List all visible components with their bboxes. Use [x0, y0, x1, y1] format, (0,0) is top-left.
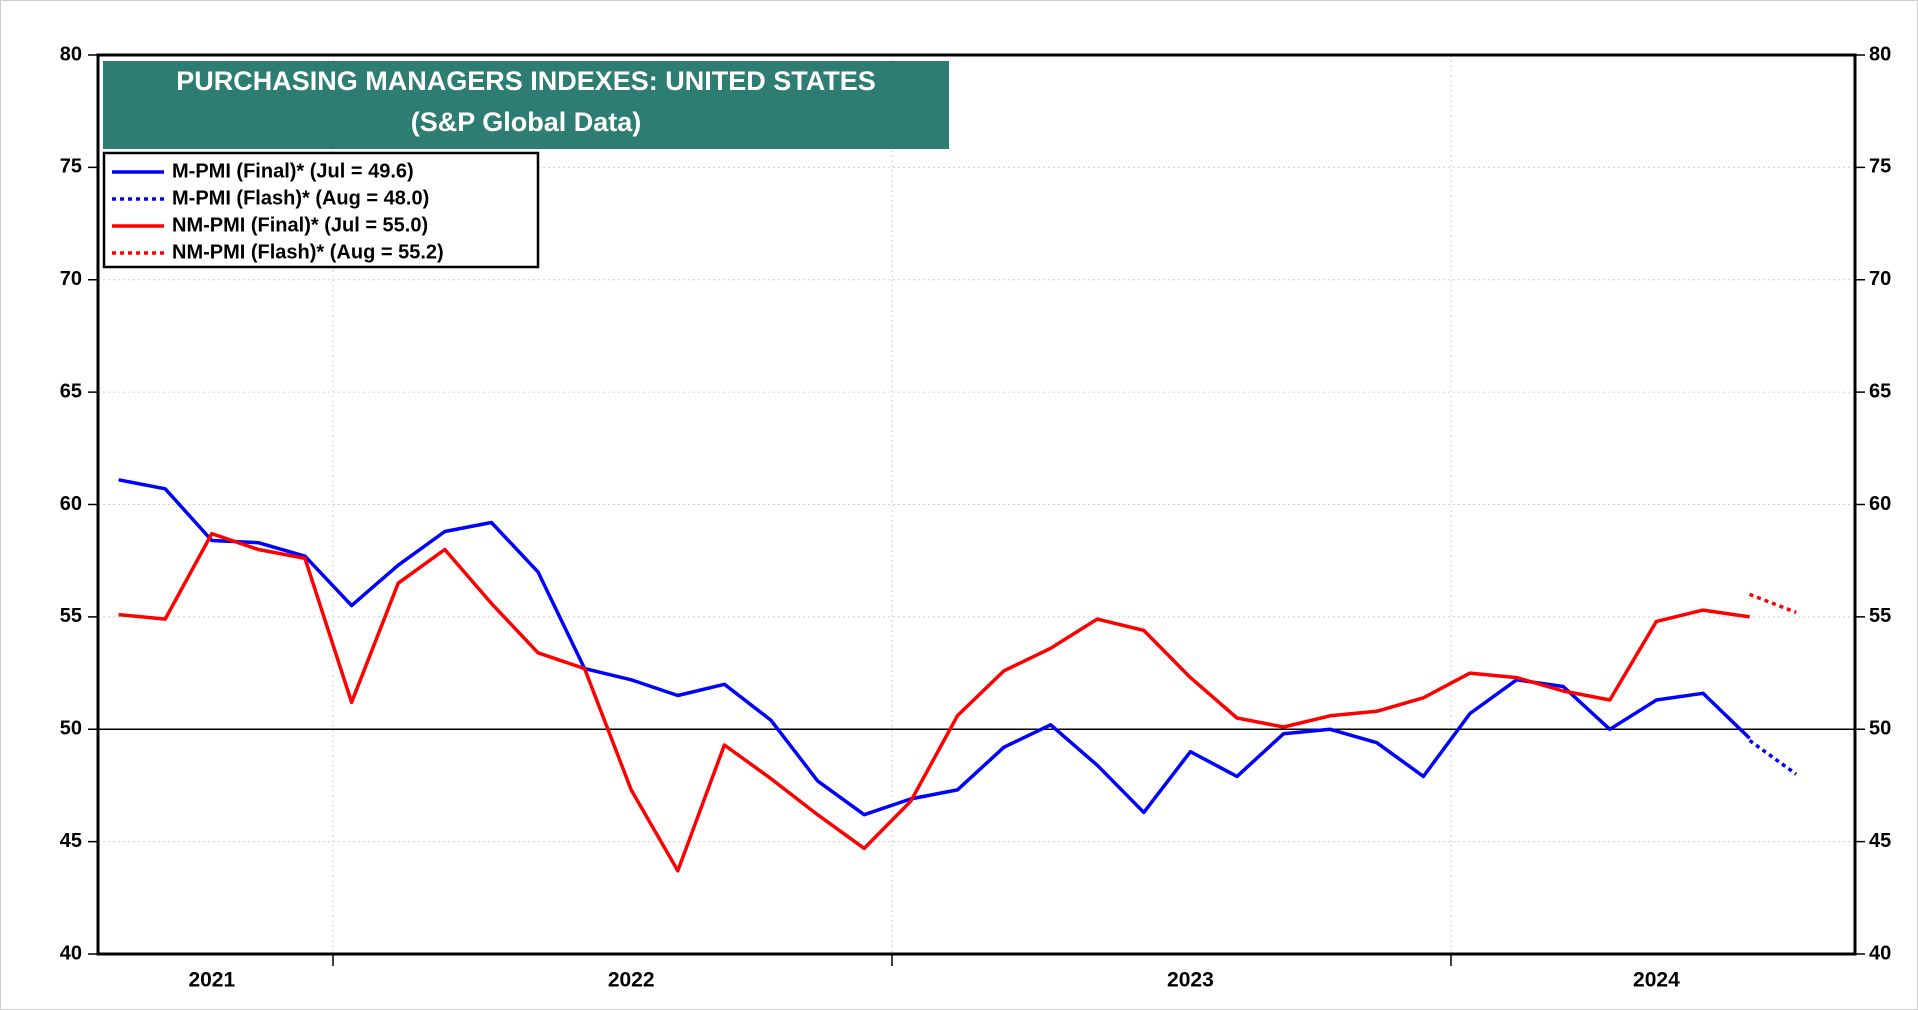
title-box: [103, 61, 949, 149]
y2-tick-label: 50: [1869, 718, 1891, 740]
y-tick-label: 50: [60, 718, 82, 740]
series-line: [118, 531, 1750, 873]
chart-subtitle: (S&P Global Data): [411, 107, 642, 137]
legend-label: NM-PMI (Flash)* (Aug = 55.2): [172, 241, 444, 263]
y2-tick-label: 80: [1869, 43, 1891, 65]
x-year-ticks: [332, 954, 1452, 966]
y-tick-label: 75: [60, 156, 82, 178]
legend-box: [102, 151, 540, 269]
x-tick-label: 2022: [608, 969, 655, 992]
x-tick-label: 2021: [188, 969, 235, 992]
x-tick-label: 2024: [1633, 969, 1680, 992]
lines: [118, 478, 1798, 873]
y2-tick-label: 45: [1869, 830, 1891, 852]
plot-border: [96, 53, 1857, 956]
y-tick-label: 45: [60, 830, 82, 852]
y2-tick-label: 55: [1869, 605, 1891, 627]
y-tick-label: 70: [60, 268, 82, 290]
series-line: [1748, 592, 1797, 615]
y-tick-label: 65: [60, 380, 82, 402]
x-tick-label: 2023: [1167, 969, 1214, 992]
y2-tick-label: 75: [1869, 156, 1891, 178]
y2-tick-label: 65: [1869, 380, 1891, 402]
grid: 40 45 50 55 60 65 70 75 80 40 45 50 55 60 65 70 75 80 2021…: [60, 43, 1892, 991]
y-tick-label: 40: [60, 942, 82, 964]
y2-tick-label: 40: [1869, 942, 1891, 964]
legend: M-PMI (Final)* (Jul = 49.6) M-PMI (Flash)…: [112, 160, 444, 263]
chart-title: PURCHASING MANAGERS INDEXES: UNITED STAT…: [176, 66, 876, 96]
y2-tick-label: 60: [1869, 493, 1891, 515]
y-tick-label: 60: [60, 493, 82, 515]
y-tick-label: 80: [60, 43, 82, 65]
legend-label: M-PMI (Final)* (Jul = 49.6): [172, 160, 414, 182]
y2-tick-label: 70: [1869, 268, 1891, 290]
y-tick-label: 55: [60, 605, 82, 627]
series-line: [118, 478, 1751, 817]
legend-label: NM-PMI (Final)* (Jul = 55.0): [172, 214, 428, 236]
legend-label: M-PMI (Flash)* (Aug = 48.0): [172, 187, 429, 209]
series-line: [1748, 739, 1798, 776]
